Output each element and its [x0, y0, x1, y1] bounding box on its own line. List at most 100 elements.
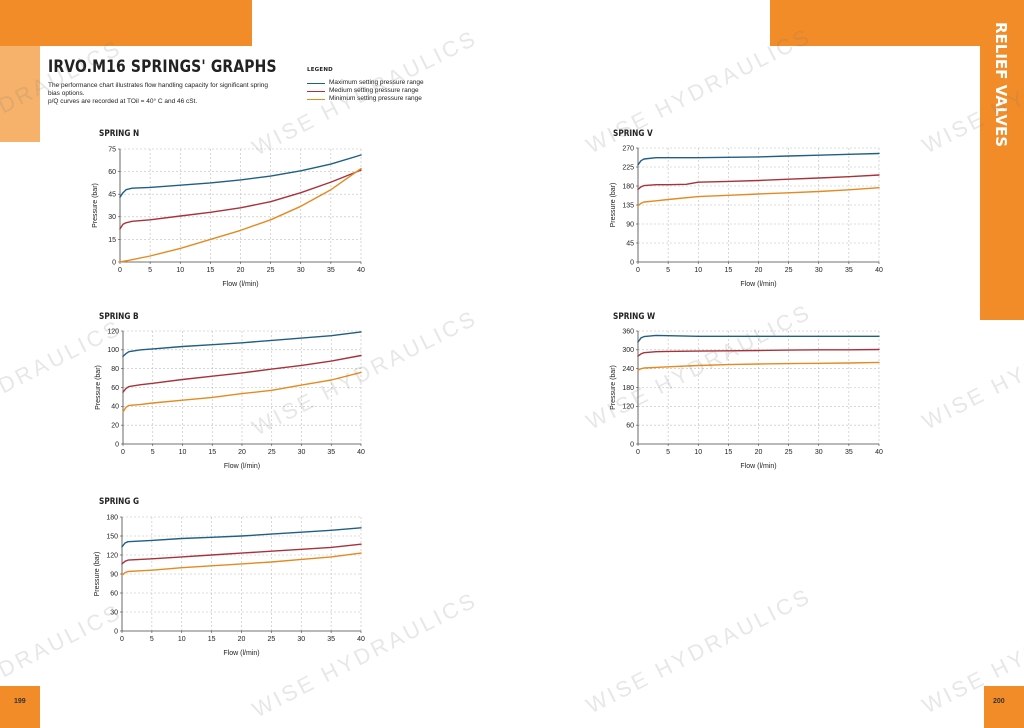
x-tick-label: 30	[815, 267, 823, 274]
x-tick-label: 25	[267, 636, 275, 643]
x-tick-label: 35	[845, 267, 853, 274]
legend-label: Minimum setting pressure range	[329, 95, 422, 102]
x-tick-label: 0	[118, 267, 122, 274]
x-tick-label: 40	[357, 267, 365, 274]
series-line	[637, 361, 880, 371]
right-side-tab	[980, 0, 1024, 320]
x-tick-label: 30	[815, 449, 823, 456]
legend-swatch	[307, 98, 325, 100]
y-tick-label: 120	[106, 552, 118, 559]
series-line	[119, 154, 362, 198]
y-tick-label: 60	[110, 590, 118, 597]
chart-title: SPRING W	[613, 312, 656, 322]
x-tick-label: 15	[208, 636, 216, 643]
x-tick-label: 40	[875, 449, 883, 456]
y-tick-label: 300	[622, 347, 634, 354]
y-tick-label: 60	[111, 385, 119, 392]
series-line	[122, 371, 362, 413]
y-tick-label: 20	[111, 423, 119, 430]
x-tick-label: 0	[636, 449, 640, 456]
right-page-number-tab	[984, 686, 1024, 728]
left-top-accent-bar	[0, 0, 252, 46]
legend-item: Maximum setting pressure range	[307, 79, 477, 87]
x-tick-label: 10	[694, 267, 702, 274]
left-page-number-tab	[0, 686, 40, 728]
x-axis-label: Flow (l/min)	[740, 463, 776, 470]
x-tick-label: 15	[724, 449, 732, 456]
series-line	[637, 174, 880, 191]
series-line	[637, 348, 880, 357]
y-tick-label: 90	[110, 571, 118, 578]
y-tick-label: 240	[622, 366, 634, 373]
y-tick-label: 45	[626, 240, 634, 247]
x-tick-label: 25	[267, 267, 275, 274]
x-axis-label: Flow (l/min)	[740, 281, 776, 288]
x-tick-label: 0	[636, 267, 640, 274]
y-tick-label: 0	[115, 441, 119, 448]
legend-title: LEGEND	[307, 67, 333, 73]
y-tick-label: 180	[622, 385, 634, 392]
description: The performance chart illustrates flow h…	[48, 82, 308, 106]
x-tick-label: 35	[327, 636, 335, 643]
x-tick-label: 25	[785, 267, 793, 274]
y-tick-label: 30	[110, 609, 118, 616]
legend-swatch	[307, 82, 325, 84]
y-axis-label: Pressure (bar)	[610, 183, 617, 228]
legend: LEGEND Maximum setting pressure range Me…	[307, 67, 477, 103]
series-line	[122, 354, 362, 393]
x-tick-label: 20	[755, 267, 763, 274]
x-tick-label: 0	[121, 449, 125, 456]
x-tick-label: 35	[327, 449, 335, 456]
y-tick-label: 80	[111, 366, 119, 373]
y-axis-label: Pressure (bar)	[94, 552, 101, 597]
series-line	[637, 186, 880, 207]
x-tick-label: 5	[148, 267, 152, 274]
series-line	[119, 169, 362, 230]
x-axis-label: Flow (l/min)	[223, 650, 259, 657]
y-tick-label: 90	[626, 221, 634, 228]
x-tick-label: 15	[724, 267, 732, 274]
left-side-accent-block	[0, 46, 40, 142]
series-line	[121, 552, 362, 576]
legend-label: Medium setting pressure range	[329, 87, 419, 94]
y-tick-label: 360	[622, 328, 634, 335]
y-tick-label: 270	[622, 145, 634, 152]
series-line	[637, 334, 880, 343]
y-tick-label: 75	[108, 146, 116, 153]
series-line	[122, 331, 362, 358]
y-tick-label: 30	[108, 214, 116, 221]
y-tick-label: 225	[622, 164, 634, 171]
x-tick-label: 5	[666, 449, 670, 456]
x-tick-label: 20	[755, 449, 763, 456]
y-tick-label: 15	[108, 237, 116, 244]
y-tick-label: 120	[622, 404, 634, 411]
chart-title: SPRING N	[99, 129, 140, 139]
x-tick-label: 15	[206, 267, 214, 274]
left-page-number: 199	[14, 698, 26, 705]
x-tick-label: 20	[237, 267, 245, 274]
x-tick-label: 20	[238, 449, 246, 456]
y-tick-label: 60	[108, 169, 116, 176]
y-tick-label: 0	[630, 259, 634, 266]
x-tick-label: 5	[666, 267, 670, 274]
x-tick-label: 0	[120, 636, 124, 643]
x-tick-label: 35	[845, 449, 853, 456]
description-line: p/Q curves are recorded at TOil = 40° C …	[48, 98, 198, 105]
series-line	[637, 152, 880, 166]
x-axis-label: Flow (l/min)	[222, 281, 258, 288]
x-tick-label: 10	[694, 449, 702, 456]
chart-title: SPRING V	[613, 129, 653, 139]
y-tick-label: 180	[622, 183, 634, 190]
y-tick-label: 135	[622, 202, 634, 209]
right-page-number: 200	[993, 698, 1005, 705]
x-tick-label: 10	[179, 449, 187, 456]
series-line	[121, 543, 362, 565]
x-tick-label: 25	[268, 449, 276, 456]
x-axis-label: Flow (l/min)	[224, 463, 260, 470]
legend-item: Medium setting pressure range	[307, 87, 477, 95]
y-tick-label: 0	[630, 441, 634, 448]
